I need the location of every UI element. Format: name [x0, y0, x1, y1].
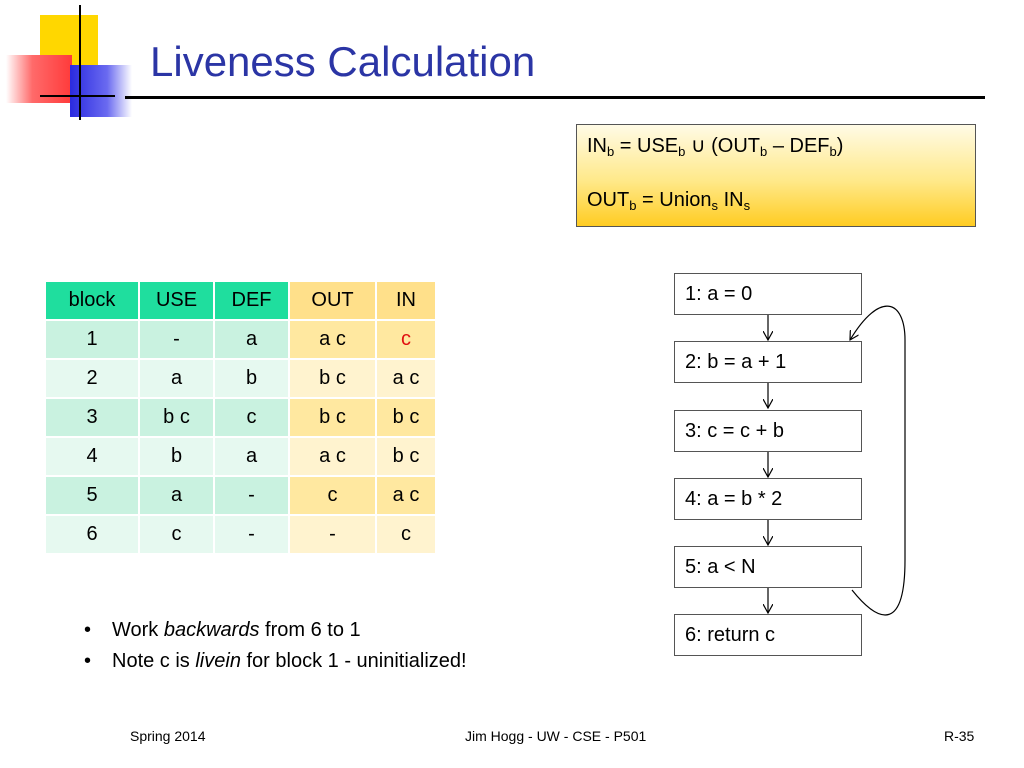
flow-block-5: 5: a < N: [674, 546, 862, 588]
title-rule: [125, 96, 985, 99]
header-def: DEF: [213, 280, 290, 321]
cell-out: a c: [288, 319, 377, 360]
footer-right: R-35: [944, 728, 975, 744]
cell-use: c: [138, 514, 215, 555]
formula-in: INb = USEb ∪ (OUTb – DEFb): [587, 135, 844, 159]
flow-block-2: 2: b = a + 1: [674, 341, 862, 383]
cell-out: -: [288, 514, 377, 555]
cell-def: a: [213, 319, 290, 360]
cell-out: c: [288, 475, 377, 516]
formula-box: INb = USEb ∪ (OUTb – DEFb) OUTb = Unions…: [576, 124, 976, 227]
cell-use: b c: [138, 397, 215, 438]
header-in: IN: [375, 280, 437, 321]
cell-in: a c: [375, 475, 437, 516]
bullet-item: • Work backwards from 6 to 1: [84, 615, 467, 646]
cell-block: 3: [44, 397, 140, 438]
cell-def: c: [213, 397, 290, 438]
formula-out: OUTb = Unions INs: [587, 189, 751, 213]
header-use: USE: [138, 280, 215, 321]
flow-block-1: 1: a = 0: [674, 273, 862, 315]
header-block: block: [44, 280, 140, 321]
cell-def: -: [213, 514, 290, 555]
table-row: 6 c - - c: [44, 514, 437, 555]
table-row: 2 a b b c a c: [44, 358, 437, 399]
table-row: 3 b c c b c b c: [44, 397, 437, 438]
cell-use: -: [138, 319, 215, 360]
table-row: 1 - a a c c: [44, 319, 437, 360]
cell-use: a: [138, 475, 215, 516]
cell-out: b c: [288, 358, 377, 399]
cell-out: a c: [288, 436, 377, 477]
cell-def: b: [213, 358, 290, 399]
loop-back-arrow: [850, 305, 906, 616]
table-header-row: block USE DEF OUT IN: [44, 280, 437, 321]
flow-block-4: 4: a = b * 2: [674, 478, 862, 520]
cell-in: b c: [375, 436, 437, 477]
cell-block: 4: [44, 436, 140, 477]
header-out: OUT: [288, 280, 377, 321]
slide-title: Liveness Calculation: [150, 38, 536, 85]
cell-use: a: [138, 358, 215, 399]
cell-block: 6: [44, 514, 140, 555]
logo-vertical-line: [79, 5, 81, 120]
bullet-dot-icon: •: [84, 650, 92, 672]
cell-block: 1: [44, 319, 140, 360]
cell-in: c: [375, 514, 437, 555]
cell-in: b c: [375, 397, 437, 438]
bullet-dot-icon: •: [84, 619, 92, 641]
bullet-list: • Work backwards from 6 to 1 • Note c is l…: [84, 615, 467, 677]
cell-in: a c: [375, 358, 437, 399]
flow-block-3: 3: c = c + b: [674, 410, 862, 452]
cell-use: b: [138, 436, 215, 477]
cell-block: 2: [44, 358, 140, 399]
cell-in-highlight: c: [375, 319, 437, 360]
table-row: 5 a - c a c: [44, 475, 437, 516]
logo-horizontal-line: [40, 95, 115, 97]
flow-block-6: 6: return c: [674, 614, 862, 656]
cell-def: a: [213, 436, 290, 477]
cell-def: -: [213, 475, 290, 516]
cell-block: 5: [44, 475, 140, 516]
table-row: 4 b a a c b c: [44, 436, 437, 477]
cell-out: b c: [288, 397, 377, 438]
bullet-item: • Note c is livein for block 1 - uninitia…: [84, 646, 467, 677]
footer-left: Spring 2014: [130, 728, 206, 744]
footer-center: Jim Hogg - UW - CSE - P501: [465, 728, 647, 744]
liveness-table: block USE DEF OUT IN 1 - a a c c 2 a b b…: [44, 280, 437, 555]
